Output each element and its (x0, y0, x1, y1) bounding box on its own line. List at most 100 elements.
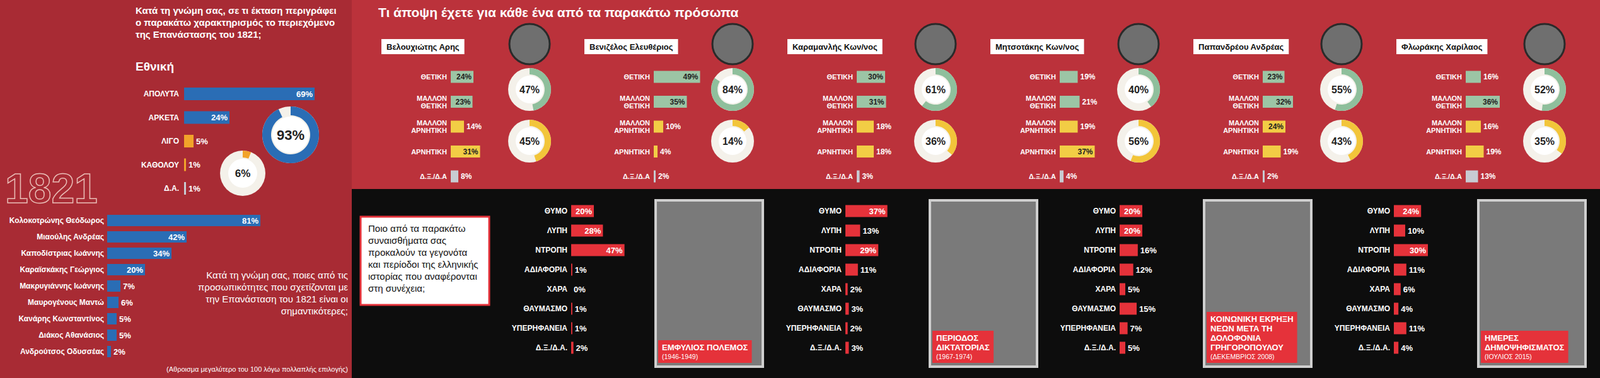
donut-label: 55% (1331, 84, 1352, 96)
text-line: ΑΡΝΗΤΙΚΗ (411, 126, 447, 135)
data-label: 5% (1127, 284, 1140, 295)
data-label: 35% (669, 97, 685, 107)
data-label: 18% (876, 147, 892, 157)
category-label: Δ.Ξ./Δ.Α (825, 172, 853, 181)
bar (1393, 283, 1401, 296)
photo-placeholder (655, 200, 763, 367)
caption-bg (932, 330, 994, 364)
bar (1059, 170, 1064, 183)
text-line: ΜΑΛΛΟΝ (619, 94, 650, 103)
person-name: Φλωράκης Χαρίλαος (1401, 42, 1483, 52)
bar (450, 95, 473, 108)
bar (1059, 71, 1079, 84)
donut-label: 84% (722, 84, 743, 96)
category-label: ΛΙΓΟ (161, 136, 180, 146)
text-line: και περίοδοι της ελληνικής (368, 259, 479, 270)
category-label: ΝΤΡΟΠΗ (809, 245, 842, 255)
bar (653, 95, 688, 108)
donut-track (1320, 68, 1363, 111)
data-label: 3% (862, 172, 874, 181)
data-label: 5% (196, 136, 209, 147)
category-label: ΜΑΛΛΟΝΑΡΝΗΤΙΚΗ (614, 119, 650, 135)
donut-label: 47% (519, 84, 540, 96)
category-label: ΜΑΛΛΟΝΘΕΤΙΚΗ (822, 94, 853, 110)
category-label: ΧΑΡΑ (547, 284, 569, 294)
category-label: ΛΥΠΗ (821, 226, 842, 236)
donut-hole (515, 75, 544, 104)
text-line: ΘΕΤΙΚΗ (420, 102, 447, 110)
donut-arc (262, 106, 319, 164)
bar (571, 264, 573, 277)
bar (1393, 322, 1407, 335)
caption-date: (1967-1974) (936, 353, 973, 361)
person-panel: Φλωράκης ΧαρίλαοςΘΕΤΙΚΗ16%ΜΑΛΛΟΝΘΕΤΙΚΗ36… (1396, 23, 1566, 183)
donut: 47% (508, 68, 551, 111)
name-box (1396, 39, 1488, 55)
caption-bg (658, 340, 753, 364)
bottom-background (351, 189, 1600, 378)
donut: 55% (1320, 68, 1363, 111)
bars (1393, 205, 1428, 355)
donut-track (508, 119, 551, 163)
donut: 40% (1117, 68, 1160, 111)
text-line: ΘΕΤΙΚΗ (1435, 73, 1462, 81)
name-box (787, 39, 883, 55)
bar (1119, 264, 1134, 277)
data-label: 5% (119, 314, 132, 325)
category-label: ΥΠΕΡΗΦΑΝΕΙΑ (511, 324, 569, 333)
category-label: ΘΕΤΙΚΗ (1232, 73, 1259, 81)
data-label: 31% (462, 147, 478, 157)
text-line: ΕΜΦΥΛΙΟΣ ΠΟΛΕΜΟΣ (661, 342, 749, 353)
category-label: Δ.Ξ./Δ.Α. (810, 343, 842, 353)
donut-hole (272, 116, 309, 154)
data-label: 42% (168, 232, 185, 243)
bar (1119, 283, 1126, 296)
text-line: ΜΑΛΛΟΝ (1025, 119, 1056, 127)
category-label: ΜΑΛΛΟΝΘΕΤΙΚΗ (1228, 94, 1259, 110)
data-label: 37% (1077, 147, 1093, 157)
data-label: 19% (1486, 147, 1502, 157)
caption: ΕΜΦΥΛΙΟΣ ΠΟΛΕΜΟΣ(1946-1949) (658, 340, 753, 364)
donut-track (1117, 68, 1160, 111)
data-label: 10% (1407, 226, 1425, 236)
data-label: 69% (296, 89, 313, 99)
donut: 56% (1117, 119, 1160, 163)
category-label: ΝΤΡΟΠΗ (535, 245, 568, 255)
caption: ΚΟΙΝΩΝΙΚΗ ΕΚΡΗΞΗΝΕΩΝ ΜΕΤΑ ΤΗΔΟΛΟΦΟΝΙΑΓΡΗ… (1206, 312, 1298, 364)
data-label: 7% (122, 281, 135, 292)
text-line: Δ.Ξ./Δ.Α (825, 172, 853, 181)
data-label: 20% (126, 265, 144, 275)
data-label: 28% (584, 226, 601, 236)
data-label: 5% (1127, 343, 1140, 354)
donut-label: 36% (925, 136, 946, 147)
donut-hole (1327, 75, 1356, 104)
donut-track (711, 68, 754, 111)
donut-label: 14% (722, 136, 743, 147)
bar (856, 170, 860, 183)
data-label: 4% (660, 147, 672, 157)
category-label: Κολοκοτρώνης Θεόδωρος (9, 216, 105, 226)
caption: ΗΜΕΡΕΣΔΗΜΟΨΗΦΙΣΜΑΤΟΣ(ΙΟΥΛΙΟΣ 2015) (1480, 330, 1569, 364)
data-label: 29% (859, 245, 877, 256)
bar (1393, 225, 1406, 238)
category-label: ΘΑΥΜΑΣΜΟ (1345, 304, 1391, 314)
bar (845, 205, 888, 218)
donut-track (914, 119, 957, 163)
bar (1465, 95, 1500, 108)
caption-title: ΗΜΕΡΕΣΔΗΜΟΨΗΦΙΣΜΑΤΟΣ (1484, 333, 1565, 353)
text-line: ΜΑΛΛΟΝ (1025, 94, 1056, 103)
category-label: Καραϊσκάκης Γεώργιος (20, 265, 105, 275)
donut: 84% (711, 68, 754, 111)
bar (571, 244, 625, 257)
text-line: ΘΕΤΙΚΗ (623, 73, 650, 81)
name-box (584, 39, 679, 55)
category-label: ΥΠΕΡΗΦΑΝΕΙΑ (1334, 324, 1391, 333)
bar (1465, 145, 1485, 158)
bar (184, 111, 230, 125)
donut: 14% (711, 119, 754, 163)
text-line: ΑΡΝΗΤΙΚΗ (411, 148, 447, 156)
data-label: 5% (119, 330, 132, 341)
name-box (990, 39, 1085, 55)
caption-title: ΕΜΦΥΛΙΟΣ ΠΟΛΕΜΟΣ (661, 342, 749, 353)
category-label: Κανάρης Κωνσταντίνος (18, 314, 105, 324)
